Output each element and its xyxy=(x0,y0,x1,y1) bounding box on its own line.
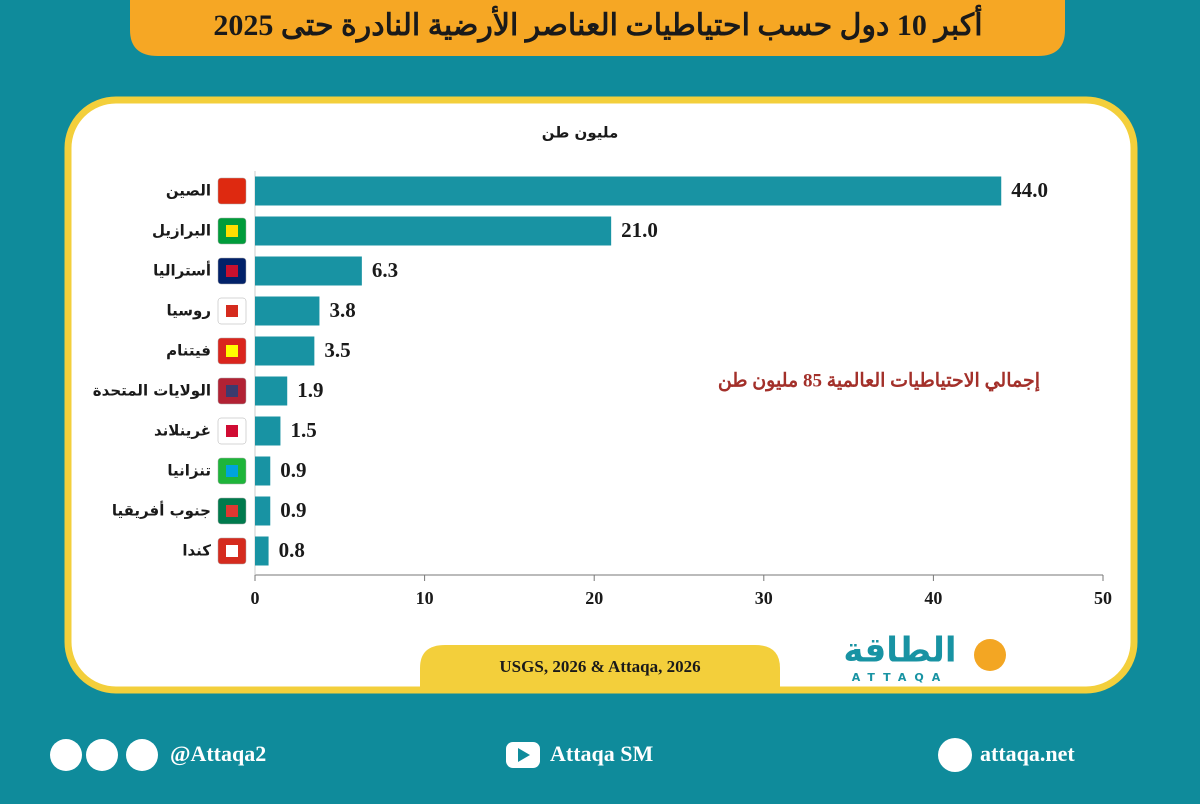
title-banner xyxy=(130,0,1065,56)
logo-subtext: ATTAQA xyxy=(852,671,948,684)
category-label: الولايات المتحدة xyxy=(93,382,211,400)
value-label: 0.9 xyxy=(280,498,306,522)
bar xyxy=(255,256,362,286)
annotation: إجمالي الاحتياطيات العالمية 85 مليون طن xyxy=(718,370,1040,392)
value-label: 21.0 xyxy=(621,218,658,242)
youtube-play xyxy=(518,748,530,762)
bar xyxy=(255,176,1002,206)
logo-text: الطاقة xyxy=(843,631,956,671)
x-tick-label: 20 xyxy=(585,588,603,608)
value-label: 3.8 xyxy=(329,298,355,322)
x-tick-label: 30 xyxy=(755,588,773,608)
category-label: فيتنام xyxy=(166,342,211,360)
value-label: 6.3 xyxy=(372,258,398,282)
footer-youtube: Attaqa SM xyxy=(550,741,654,766)
x-tick-label: 40 xyxy=(924,588,942,608)
footer-twitter: @Attaqa2 xyxy=(170,741,266,766)
flag-detail xyxy=(226,305,238,317)
category-label: غرينلاند xyxy=(154,422,211,440)
category-label: روسيا xyxy=(167,302,211,320)
flag-detail xyxy=(226,345,238,357)
bar xyxy=(255,536,269,566)
source-pill xyxy=(420,645,780,690)
x-tick-label: 50 xyxy=(1094,588,1112,608)
category-label: تنزانيا xyxy=(167,462,211,480)
category-label: أستراليا xyxy=(153,261,211,280)
flag-detail xyxy=(226,465,238,477)
bar xyxy=(255,296,320,326)
footer-icons xyxy=(50,738,972,772)
bar xyxy=(255,216,612,246)
source: USGS, 2026 & Attaqa, 2026 xyxy=(499,657,700,676)
value-label: 44.0 xyxy=(1011,178,1048,202)
x-icon xyxy=(50,739,82,771)
bar xyxy=(255,416,281,446)
chart-title: أكبر 10 دول حسب احتياطيات العناصر الأرضي… xyxy=(213,4,982,43)
category-label: الصين xyxy=(166,182,211,200)
bar xyxy=(255,456,271,486)
facebook-icon xyxy=(126,739,158,771)
value-label: 1.9 xyxy=(297,378,323,402)
flag-detail xyxy=(226,505,238,517)
logo-drop xyxy=(974,639,1006,671)
value-label: 0.9 xyxy=(280,458,306,482)
web-icon xyxy=(938,738,972,772)
flag-detail xyxy=(226,545,238,557)
flag-detail xyxy=(226,225,238,237)
category-label: كندا xyxy=(182,542,211,560)
x-tick-label: 10 xyxy=(416,588,434,608)
bar xyxy=(255,336,315,366)
flag-detail xyxy=(226,425,238,437)
value-label: 3.5 xyxy=(324,338,350,362)
value-label: 1.5 xyxy=(290,418,316,442)
flag-detail xyxy=(226,265,238,277)
bar xyxy=(255,496,271,526)
flag-detail xyxy=(226,385,238,397)
unit-label: مليون طن xyxy=(542,124,619,142)
bar xyxy=(255,376,288,406)
category-label: البرازيل xyxy=(152,222,211,240)
value-label: 0.8 xyxy=(279,538,305,562)
footer-website: attaqa.net xyxy=(980,741,1075,766)
category-label: جنوب أفريقيا xyxy=(112,501,211,520)
x-tick-label: 0 xyxy=(251,588,260,608)
instagram-icon xyxy=(86,739,118,771)
flag-detail xyxy=(226,185,238,197)
